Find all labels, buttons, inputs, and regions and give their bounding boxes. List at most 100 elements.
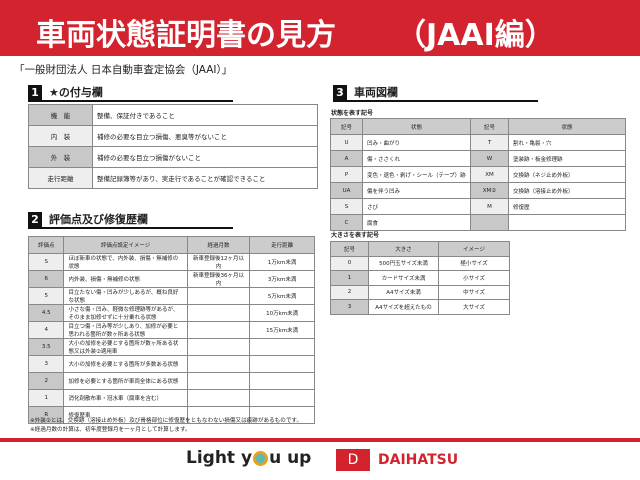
table-cell: さび [362,198,471,215]
table-cell: 割れ・亀裂・穴 [508,134,626,151]
row-label: 走行距離 [28,167,93,189]
slogan-logo: Light y u up [186,448,311,468]
state-table: 記号 状態 記号 状態 U 凹み・曲がり T 割れ・亀裂・穴 A 傷・ささくれ W 塗装跡・板金修理跡… [330,118,626,231]
table-cell: 2 [27,372,65,390]
state-label: 状態を表す記号 [331,110,374,117]
table-row: 5 目立たない傷・凹みが少しあるが、概ね良好な状態 5万km未満 [27,287,315,305]
table-cell: 中サイズ [438,284,510,300]
size-label: 大きさを表す記号 [331,232,380,239]
table-cell [186,287,251,305]
table-cell: A4サイズを超えたもの [368,299,439,315]
section3-header: 3 車両図欄 [333,84,538,102]
table-cell: カードサイズ未満 [368,270,439,286]
table-cell: 5 [27,287,65,305]
table-cell: 小サイズ [438,270,510,286]
header-row: 記号 状態 記号 状態 [330,118,626,135]
rainbow-o-icon [253,450,269,466]
table-cell: S [27,253,65,271]
table-cell: A [330,150,363,167]
note: ※外装②とは、交換跡（溶接止め外板）及び骨格部位に修復歴をともなわない損傷又は痕… [30,418,303,424]
daihatsu-logo: D DAIHATSU [336,449,458,471]
row-text: 補修の必要な目立つ損傷、悪臭等がないこと [92,125,318,147]
table-cell: P [330,166,363,183]
section-title: 評価点及び修復歴欄 [49,213,148,226]
table-cell: 凹み・曲がり [362,134,471,151]
table-cell: 内外装、損傷・無補修の状態 [63,270,188,288]
table-cell: ほぼ新車の状態で、内外装、損傷・無補修の状態 [63,253,188,271]
table-cell: 腐食 [362,214,471,231]
table-row: 3 大小の加修を必要とする箇所が多数ある状態 [27,355,315,373]
brand-name: DAIHATSU [378,452,459,468]
table-cell: 1 [27,389,65,407]
slogan-text: u up [269,448,312,468]
table-cell: 4.5 [27,304,65,322]
table-cell: 小さな傷・凹み、軽微な修理跡等があるが、そのまま加修せずに十分乗れる状態 [63,304,188,322]
table-cell: 5万km未満 [249,287,315,305]
table-cell: 500円玉サイズ未満 [368,255,439,271]
row-text: 整備記録簿等があり、実走行であることが確認できること [92,167,318,189]
table-row: 走行距離 整備記録簿等があり、実走行であることが確認できること [28,167,318,189]
section2-header: 2 評価点及び修復歴欄 [28,211,233,229]
table-cell [249,406,315,424]
table-cell: U [330,134,363,151]
table-cell: R [27,406,65,424]
section-title: 車両図欄 [354,86,398,99]
table-cell: 目立つ傷・凹み等が少しあり、加修が必要と思われる箇所が数ヶ所ある状態 [63,321,188,339]
table-cell: 大サイズ [438,299,510,315]
table-row: S ほぼ新車の状態で、内外装、損傷・無補修の状態 新車登録後12ヶ月以内 1万km未満 [27,253,315,271]
section-number: 1 [28,84,42,100]
table-row: 3 A4サイズを超えたもの 大サイズ [330,299,510,315]
table-cell: 加修を必要とする箇所が車両全体にある状態 [63,372,188,390]
title-banner: 車両状態証明書の見方 （JAAI編） [0,0,640,56]
table-cell: 変色・退色・剥げ・シール（テープ）跡 [362,166,471,183]
table-row: 1 カードサイズ未満 小サイズ [330,270,510,286]
table-cell: S [330,198,363,215]
notes: ※外装②とは、交換跡（溶接止め外板）及び骨格部位に修復歴をともなわない損傷又は痕… [30,417,302,435]
footer-divider [0,438,640,442]
table-cell: C [330,214,363,231]
table-cell: XM② [470,182,509,199]
table-cell: 3.5 [27,338,65,356]
table-cell [186,372,251,390]
table-cell: 消化剤散布車・冠水車（腐車を含む） [63,389,188,407]
column-header: 記号 [330,118,363,135]
table-cell: 1万km未満 [249,253,315,271]
table-cell: 傷を伴う凹み [362,182,471,199]
table-row: 2 加修を必要とする箇所が車両全体にある状態 [27,372,315,390]
column-header: 状態 [362,118,471,135]
slogan-text: Light y [186,448,253,468]
table-cell: 6 [27,270,65,288]
table-cell: 新車登録後36ヶ月以内 [186,270,251,288]
header-row: 記号 大きさ イメージ [330,241,510,257]
table-cell: 2 [330,284,369,300]
column-header: 記号 [330,241,369,257]
table-row: 内 装補修の必要な目立つ損傷、悪臭等がないこと [28,125,318,147]
column-header: 経過月数 [186,236,251,254]
table-row: 4.5 小さな傷・凹み、軽微な修理跡等があるが、そのまま加修せずに十分乗れる状態 1… [27,304,315,322]
note: ※経過月数の計算は、初年度登録月を一ヶ月として計算します。 [30,427,191,433]
table-row: 2 A4サイズ未満 中サイズ [330,284,510,300]
table-cell: 新車登録後12ヶ月以内 [186,253,251,271]
table-cell: W [470,150,509,167]
table-cell: 交換跡（ネジ止め外板） [508,166,626,183]
score-table: 評価点 評価点設定イメージ 経過月数 走行距離 S ほぼ新車の状態で、内外装、損傷・無補修… [27,236,315,424]
table-cell: 1 [330,270,369,286]
row-label: 外 装 [28,146,93,168]
table-cell: 3 [27,355,65,373]
table-cell: 4 [27,321,65,339]
size-table: 記号 大きさ イメージ 0 500円玉サイズ未満 極小サイズ 1 カードサイズ未満 小サイズ 2 A… [330,241,510,315]
table-cell: UA [330,182,363,199]
table-cell: 修復歴 [508,198,626,215]
table-cell: 塗装跡・板金修理跡 [508,150,626,167]
section-number: 3 [333,84,347,100]
table-row: 機 能整備、保証付きであること [28,104,318,126]
table-cell [470,214,509,231]
table-cell: 10万km未満 [249,304,315,322]
table-cell: A4サイズ未満 [368,284,439,300]
column-header: 評価点 [27,236,65,254]
table-cell: 極小サイズ [438,255,510,271]
table-cell: 目立たない傷・凹みが少しあるが、概ね良好な状態 [63,287,188,305]
table-cell: 0 [330,255,369,271]
column-header: 走行距離 [249,236,315,254]
table-row: P 変色・退色・剥げ・シール（テープ）跡 XM 交換跡（ネジ止め外板） [330,166,626,183]
